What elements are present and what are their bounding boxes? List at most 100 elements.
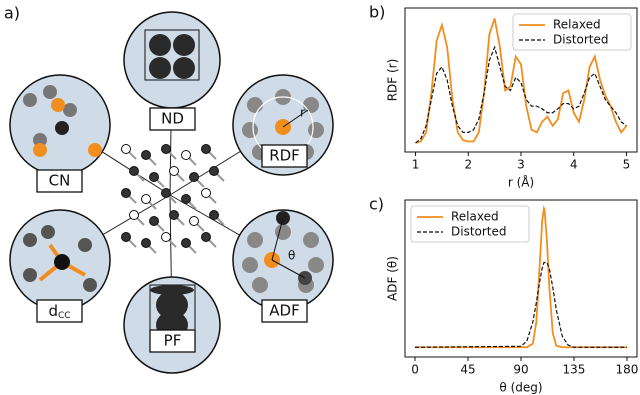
node-label: dCC: [48, 302, 70, 321]
atom: [149, 57, 171, 79]
x-axis-label: θ (deg): [499, 381, 542, 395]
bond: [271, 259, 306, 279]
atom: [252, 277, 268, 293]
atom: [169, 166, 179, 176]
atom: [161, 188, 171, 198]
x-tick-label: 0: [411, 363, 419, 377]
atom: [303, 97, 319, 113]
atom: [181, 238, 191, 248]
atom: [43, 85, 57, 99]
legend-label: Distorted: [553, 33, 609, 47]
node-label: CN: [49, 172, 71, 190]
node-label: PF: [164, 332, 182, 350]
atom: [23, 268, 37, 282]
atom: [303, 232, 319, 248]
atom: [242, 122, 258, 138]
atom: [181, 194, 191, 204]
node-label: RDF: [269, 147, 300, 165]
atom: [189, 172, 199, 182]
panel-label: c): [369, 195, 384, 214]
atom: [33, 143, 47, 157]
atom: [149, 216, 159, 226]
x-tick-label: 1: [412, 158, 420, 172]
legend-label: Relaxed: [451, 210, 499, 224]
atom: [173, 57, 195, 79]
atom: [181, 150, 191, 160]
atom: [129, 166, 139, 176]
atom: [121, 188, 131, 198]
atom: [209, 210, 219, 220]
panel-label: a): [4, 4, 20, 23]
x-tick-label: 2: [464, 158, 472, 172]
atom: [275, 224, 291, 240]
radius: [282, 109, 309, 128]
line: [415, 18, 628, 144]
atom: [201, 232, 211, 242]
label-box: [36, 299, 83, 323]
atom: [141, 194, 151, 204]
x-axis-label: r (Å): [508, 175, 534, 190]
atom: [173, 34, 195, 56]
legend-label: Relaxed: [553, 18, 601, 32]
atom: [51, 98, 65, 112]
diagram: r θ ND RDF CN ADF dCC PF: [9, 11, 334, 374]
panel-circle: [123, 11, 221, 109]
atom: [54, 254, 70, 270]
atom: [189, 216, 199, 226]
label-box: [261, 299, 308, 323]
line: [415, 205, 627, 349]
label-box: [261, 144, 308, 168]
x-tick-label: 180: [616, 363, 639, 377]
atom: [308, 122, 324, 138]
node-label: ADF: [269, 302, 299, 320]
legend-label: Distorted: [451, 225, 507, 239]
atom: [201, 144, 211, 154]
label-box: [149, 329, 196, 353]
atom: [247, 232, 263, 248]
atom: [63, 103, 77, 117]
cube: [144, 29, 200, 81]
x-tick-label: 45: [460, 363, 475, 377]
atom: [78, 238, 92, 252]
symbol: θ: [288, 249, 295, 263]
legend-box: [512, 13, 632, 51]
atom: [209, 166, 219, 176]
legend-box: [410, 205, 530, 243]
atom: [23, 93, 37, 107]
line: [415, 261, 627, 348]
atom: [83, 278, 97, 292]
symbol: r: [300, 106, 305, 120]
atom: [41, 225, 55, 239]
line: [415, 45, 627, 144]
atom: [141, 150, 151, 160]
shape: [156, 291, 188, 319]
node-label-sub: CC: [58, 311, 71, 321]
atom: [161, 144, 171, 154]
label-box: [36, 169, 83, 193]
atom: [161, 232, 171, 242]
node-label-main: d: [48, 302, 58, 320]
bond: [271, 217, 284, 261]
atom: [23, 233, 37, 247]
x-tick-label: 5: [623, 158, 631, 172]
atom: [129, 210, 139, 220]
atom: [169, 210, 179, 220]
x-tick-label: 3: [517, 158, 525, 172]
atom: [242, 257, 258, 273]
atom: [201, 188, 211, 198]
x-tick-label: 135: [563, 363, 586, 377]
atom: [121, 232, 131, 242]
atom: [141, 238, 151, 248]
atom: [121, 144, 131, 154]
label-box: [149, 107, 196, 131]
node-label: ND: [161, 110, 184, 128]
atom: [33, 133, 47, 147]
atom: [149, 34, 171, 56]
atom: [308, 257, 324, 273]
panel-label: b): [369, 3, 385, 22]
x-tick-label: 90: [513, 363, 528, 377]
atom: [247, 97, 263, 113]
atom: [55, 121, 69, 135]
shape: [150, 285, 194, 295]
